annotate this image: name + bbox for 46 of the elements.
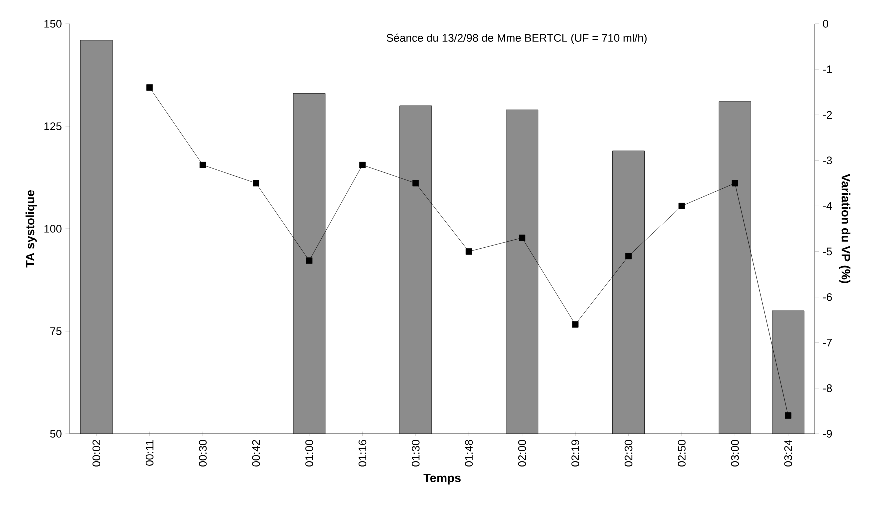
x-tick-label: 01:00	[306, 440, 314, 467]
text: Séance du 13/2/98 de Mme BERTCL (UF = 710 ml/h)	[386, 34, 647, 44]
x-axis-title: Temps	[424, 474, 461, 485]
y2-tick-label: -4	[823, 202, 832, 210]
point	[306, 258, 313, 264]
point	[732, 180, 738, 187]
point	[572, 321, 579, 328]
x-tick-label: 01:30	[412, 440, 420, 467]
x-tick-label: 00:11	[146, 440, 154, 466]
x-tick-label: 01:48	[465, 440, 474, 467]
y2-tick-label: -5	[823, 248, 832, 256]
x-tick-label: 01:16	[358, 440, 367, 467]
y2-tick-label: -9	[823, 430, 832, 438]
y-axis-title: TA systolique	[26, 190, 37, 268]
y2-tick-label: -3	[823, 156, 832, 165]
y2-tick-label: -6	[823, 293, 832, 302]
x-tick-label: 00:42	[252, 440, 260, 467]
y2-tick-label: -1	[823, 66, 832, 74]
y-tick-label: 100	[44, 225, 62, 233]
y2-axis-title: Variation du VP (%)	[839, 174, 851, 284]
y-tick-label: 50	[50, 430, 62, 438]
y2-tick-label: -2	[823, 111, 832, 119]
x-tick-label: 00:02	[92, 440, 101, 467]
x-tick-label: 03:24	[784, 440, 792, 467]
y2-tick-label: 0	[823, 20, 828, 28]
x-tick-label: 00:30	[199, 440, 207, 467]
x-tick-label: 03:00	[731, 440, 740, 467]
y2-tick-label: -8	[823, 384, 832, 392]
point	[466, 248, 472, 255]
y-tick-label: 125	[44, 122, 62, 130]
x-tick-label: 02:00	[518, 440, 526, 467]
point	[412, 180, 420, 187]
x-tick-label: 02:19	[572, 440, 580, 467]
point	[519, 234, 526, 242]
point	[626, 253, 632, 260]
x-tick-label: 02:30	[624, 440, 633, 467]
y-tick-label: 150	[44, 20, 62, 28]
point	[253, 180, 260, 187]
point	[785, 412, 792, 419]
y2-tick-label: -7	[823, 339, 832, 347]
point	[200, 162, 206, 168]
point	[146, 84, 154, 91]
point	[359, 162, 366, 168]
y-tick-label: 75	[50, 328, 62, 336]
point	[678, 203, 686, 210]
x-tick-label: 02:50	[678, 440, 686, 467]
